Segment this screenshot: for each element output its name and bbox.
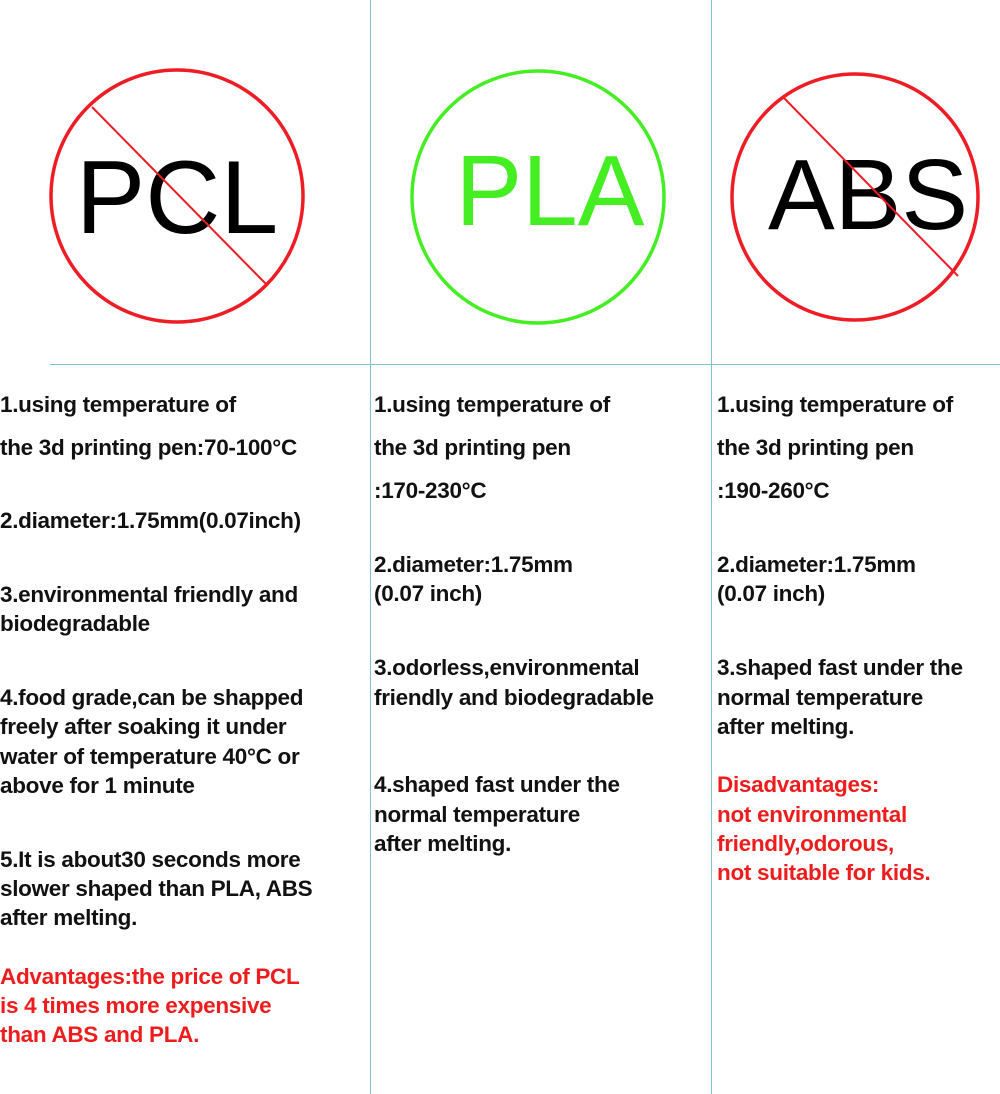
- spec-text-line: freely after soaking it under: [0, 714, 287, 739]
- spec-text-line: 3.odorless,environmental: [374, 655, 640, 680]
- spec-text-line: :190-260°C: [717, 478, 830, 503]
- spec-text-line: water of temperature 40°C or: [0, 744, 300, 769]
- highlight-text-line: friendly,odorous,: [717, 831, 894, 856]
- spec-text-line: the 3d printing pen:70-100°C: [0, 435, 297, 460]
- spec-text-line: 5.It is about30 seconds more: [0, 847, 301, 872]
- header-divider: [50, 364, 1000, 365]
- pcl-logo-text: PCL: [76, 140, 278, 256]
- pla-description: 1.using temperature of the 3d printing pe…: [374, 0, 711, 1094]
- spec-text-line: (0.07 inch): [374, 581, 482, 606]
- spec-text-line: 4.shaped fast under the: [374, 772, 620, 797]
- spec-text-line: 1.using temperature of: [717, 392, 953, 417]
- highlight-text-line: Advantages:the price of PCL: [0, 964, 300, 989]
- spec-text-line: 2.diameter:1.75mm(0.07inch): [0, 508, 301, 533]
- pla-circle: [410, 69, 666, 325]
- pcl-description: 1.using temperature of the 3d printing pe…: [0, 0, 370, 1094]
- highlight-text-line: not environmental: [717, 802, 907, 827]
- spec-text-line: normal temperature: [717, 685, 923, 710]
- spec-text-line: (0.07 inch): [717, 581, 825, 606]
- pcl-prohibited-logo: PCL: [49, 68, 305, 324]
- spec-text-line: 3.environmental friendly and: [0, 582, 298, 607]
- spec-text-line: slower shaped than PLA, ABS: [0, 876, 313, 901]
- spec-text-line: 1.using temperature of: [374, 392, 610, 417]
- spec-text-line: :170-230°C: [374, 478, 487, 503]
- spec-text-line: biodegradable: [0, 611, 150, 636]
- highlight-text-line: not suitable for kids.: [717, 860, 931, 885]
- abs-slash: [782, 96, 959, 277]
- highlight-text-line: than ABS and PLA.: [0, 1022, 200, 1047]
- spec-text-line: after melting.: [0, 905, 138, 930]
- spec-text-line: above for 1 minute: [0, 773, 195, 798]
- spec-text-line: after melting.: [374, 831, 512, 856]
- spec-text-line: 3.shaped fast under the: [717, 655, 963, 680]
- spec-text-line: friendly and biodegradable: [374, 685, 654, 710]
- spec-text-line: 2.diameter:1.75mm: [374, 552, 573, 577]
- abs-description: 1.using temperature of the 3d printing pe…: [717, 0, 1000, 1094]
- spec-text-line: after melting.: [717, 714, 855, 739]
- spec-text-line: 4.food grade,can be shapped: [0, 685, 304, 710]
- material-logos: PCL PLA ABS: [49, 68, 980, 325]
- pcl-slash: [91, 106, 267, 285]
- pla-logo-text: PLA: [455, 135, 644, 247]
- abs-logo-text: ABS: [768, 139, 968, 251]
- pla-approved-logo: PLA: [410, 69, 666, 325]
- spec-text-line: 2.diameter:1.75mm: [717, 552, 916, 577]
- abs-prohibited-logo: ABS: [730, 72, 980, 322]
- spec-text-line: 1.using temperature of: [0, 392, 236, 417]
- abs-circle: [730, 72, 980, 322]
- spec-text-line: normal temperature: [374, 802, 580, 827]
- spec-text-line: the 3d printing pen: [717, 435, 914, 460]
- column-divider: [711, 0, 712, 1094]
- highlight-text-line: is 4 times more expensive: [0, 993, 272, 1018]
- column-divider: [370, 0, 371, 1094]
- spec-text-line: the 3d printing pen: [374, 435, 571, 460]
- highlight-text-line: Disadvantages:: [717, 772, 880, 797]
- pcl-circle: [49, 68, 305, 324]
